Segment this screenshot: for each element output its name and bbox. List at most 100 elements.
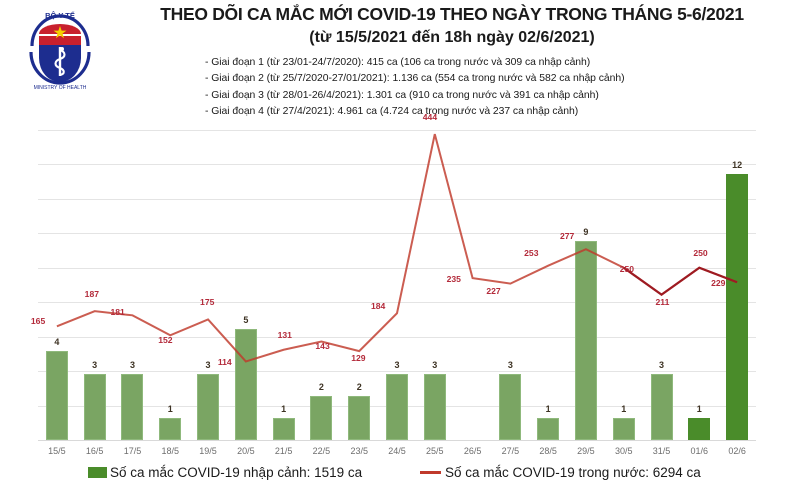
- red-line-icon: [420, 471, 441, 474]
- x-axis-tick-25-5: 25/5: [426, 446, 444, 456]
- bar-value-label: 1: [621, 403, 627, 414]
- phase-item: - Giai đoạn 2 (từ 25/7/2020-27/01/2021):…: [205, 73, 625, 85]
- gridline: [38, 336, 756, 338]
- bar-24-5: [386, 373, 408, 440]
- chart-legend: Số ca mắc COVID-19 nhập cảnh: 1519 ca Số…: [0, 462, 800, 491]
- legend-item-domestic: Số ca mắc COVID-19 trong nước: 6294 ca: [420, 465, 701, 480]
- x-axis-tick-21-5: 21/5: [274, 446, 293, 456]
- line-value-label: 235: [446, 274, 461, 285]
- domestic-cases-polyline-recent: [623, 266, 738, 296]
- logo-top-text: BỘ Y TẾ: [45, 10, 75, 20]
- bar-27-5: [499, 373, 522, 440]
- bar-value-label: 3: [659, 359, 665, 370]
- bar-value-label: 1: [545, 403, 551, 414]
- line-value-label: 131: [277, 329, 292, 340]
- x-axis-tick-26-5: 26/5: [463, 446, 482, 456]
- page-title: THEO DÕI CA MẮC MỚI COVID-19 THEO NGÀY T…: [160, 4, 744, 24]
- phase-summary-list: - Giai đoạn 1 (từ 23/01-24/7/2020): 415 …: [205, 55, 795, 120]
- title-block: THEO DÕI CA MẮC MỚI COVID-19 THEO NGÀY T…: [108, 4, 796, 48]
- line-value-label: 227: [486, 285, 501, 296]
- legend-label-domestic: Số ca mắc COVID-19 trong nước: 6294 ca: [445, 465, 701, 480]
- line-value-label: 187: [84, 289, 100, 300]
- bar-value-label: 3: [205, 359, 211, 370]
- x-axis-tick-23-5: 23/5: [350, 446, 368, 456]
- x-axis-tick-01-6: 01/6: [690, 446, 709, 456]
- bar-17-5: [121, 373, 144, 440]
- gridline: [38, 267, 756, 269]
- plot-area: 050100150200250300350400450 02468101214 …: [31, 112, 756, 456]
- x-axis-tick-29-5: 29/5: [577, 446, 595, 456]
- line-value-label: 152: [158, 335, 173, 346]
- x-axis-tick-30-5: 30/5: [614, 446, 633, 456]
- bar-value-label: 1: [696, 403, 702, 414]
- line-value-label: 444: [422, 112, 438, 123]
- bar-value-label: 3: [432, 359, 438, 370]
- bar-31-5: [650, 373, 673, 440]
- phase-item: - Giai đoạn 3 (từ 28/01-26/4/2021): 1.30…: [205, 89, 599, 101]
- gridline: [38, 130, 756, 131]
- phase-item: - Giai đoạn 1 (từ 23/01-24/7/2020): 415 …: [205, 57, 591, 68]
- x-axis-line: [38, 440, 756, 441]
- bar-value-label: 4: [54, 337, 60, 348]
- bar-value-label: 2: [356, 381, 362, 392]
- gridline: [38, 371, 756, 373]
- bar-30-5: [612, 417, 635, 440]
- bar-02-6: [726, 174, 749, 440]
- x-axis-tick-31-5: 31/5: [652, 446, 671, 456]
- bar-18-5: [159, 417, 182, 440]
- line-value-label: 229: [711, 278, 726, 289]
- x-axis-tick-19-5: 19/5: [199, 446, 217, 456]
- logo-bottom-text: MINISTRY OF HEALTH: [34, 85, 87, 91]
- x-axis-tick-24-5: 24/5: [388, 446, 406, 456]
- line-value-label: 129: [351, 353, 366, 364]
- bar-value-label: 1: [167, 403, 173, 414]
- line-value-label: 143: [315, 341, 330, 352]
- gridline: [38, 198, 756, 200]
- chart-header: BỘ Y TẾ MINISTRY OF HEALTH THEO DÕI CA M…: [0, 0, 800, 122]
- line-value-label: 165: [30, 316, 46, 327]
- legend-label-imported: Số ca mắc COVID-19 nhập cảnh: 1519 ca: [110, 465, 363, 480]
- line-value-label: 250: [619, 263, 635, 274]
- gridline: [38, 164, 756, 166]
- line-value-label: 175: [200, 297, 215, 308]
- x-axis-tick-15-5: 15/5: [48, 446, 66, 456]
- bar-value-label: 3: [394, 359, 400, 370]
- x-axis-tick-02-6: 02/6: [728, 446, 746, 456]
- bar-value-label: 3: [507, 359, 513, 370]
- green-square-icon: [88, 467, 107, 478]
- bar-23-5: [348, 395, 371, 440]
- line-value-label: 253: [524, 247, 539, 258]
- bar-value-label: 1: [281, 403, 287, 414]
- gridline: [38, 233, 756, 235]
- x-axis-tick-18-5: 18/5: [161, 446, 180, 456]
- bar-25-5: [423, 373, 446, 440]
- bar-21-5: [272, 417, 295, 440]
- page-subtitle: (từ 15/5/2021 đến 18h ngày 02/6/2021): [309, 29, 595, 46]
- bar-15-5: [45, 351, 68, 440]
- phase-item: - Giai đoạn 4 (từ 27/4/2021): 4.961 ca (…: [205, 105, 579, 117]
- line-value-label: 181: [110, 307, 125, 318]
- covid-cases-chart: 050100150200250300350400450 02468101214 …: [0, 112, 800, 462]
- x-axis-tick-17-5: 17/5: [123, 446, 142, 456]
- bar-22-5: [310, 395, 333, 440]
- bar-01-6: [688, 417, 711, 440]
- bar-19-5: [197, 373, 220, 440]
- x-axis-tick-16-5: 16/5: [85, 446, 104, 456]
- bar-20-5: [234, 329, 257, 440]
- line-value-label: 277: [559, 231, 575, 242]
- gridline: [38, 302, 756, 304]
- bar-value-label: 12: [732, 160, 743, 171]
- line-value-label: 250: [693, 247, 708, 258]
- bar-value-label: 9: [583, 226, 589, 237]
- bar-value-label: 2: [318, 381, 324, 392]
- line-value-label: 184: [371, 301, 386, 312]
- legend-item-imported: Số ca mắc COVID-19 nhập cảnh: 1519 ca: [88, 465, 362, 480]
- bar-16-5: [83, 373, 106, 440]
- line-value-label: 211: [655, 296, 670, 307]
- x-axis-tick-22-5: 22/5: [312, 446, 331, 456]
- line-value-label: 114: [217, 357, 232, 368]
- bar-value-label: 5: [243, 315, 249, 326]
- bar-28-5: [537, 417, 560, 440]
- bar-value-label: 3: [92, 359, 98, 370]
- bar-value-label: 3: [129, 359, 135, 370]
